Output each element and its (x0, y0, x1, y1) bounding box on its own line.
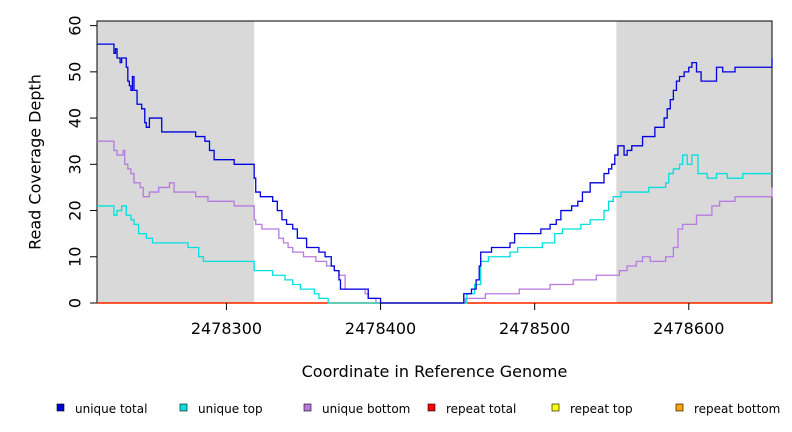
legend: unique total unique top unique bottom repea… (56, 402, 780, 416)
series-line-unique-top (97, 154, 772, 304)
y-tick-label: 10 (66, 247, 85, 267)
legend-swatch-repeat-total (427, 403, 436, 412)
legend-label-unique-bottom: unique bottom (322, 402, 410, 416)
x-tick-label: 2478300 (191, 319, 262, 338)
x-tick-label: 2478500 (499, 319, 570, 338)
legend-swatch-unique-total (56, 403, 65, 412)
x-axis-title: Coordinate in Reference Genome (302, 362, 568, 381)
legend-swatch-unique-bottom (303, 403, 312, 412)
shaded-regions (97, 21, 772, 303)
x-axis: 2478300 2478400 2478500 2478600 (191, 303, 724, 338)
legend-swatch-repeat-top (551, 403, 560, 412)
shaded-region-2 (616, 21, 772, 303)
y-tick-label: 0 (66, 298, 85, 308)
legend-label-unique-top: unique top (198, 402, 263, 416)
y-tick-label: 50 (66, 62, 85, 82)
legend-label-repeat-total: repeat total (446, 402, 516, 416)
shaded-region-1 (97, 21, 255, 303)
series-line-unique-total (97, 43, 773, 304)
y-tick-label: 40 (66, 108, 85, 128)
series-layer (97, 43, 773, 304)
y-tick-label: 60 (66, 15, 85, 35)
legend-label-unique-total: unique total (75, 402, 147, 416)
legend-label-repeat-bottom: repeat bottom (694, 402, 780, 416)
legend-swatch-unique-top (179, 403, 188, 412)
y-axis-title: Read Coverage Depth (26, 74, 45, 250)
y-axis: 0 10 20 30 40 50 60 (66, 15, 97, 308)
legend-label-repeat-top: repeat top (570, 402, 633, 416)
y-tick-label: 30 (66, 154, 85, 174)
x-tick-label: 2478400 (345, 319, 416, 338)
legend-swatch-repeat-bottom (675, 403, 684, 412)
y-tick-label: 20 (66, 200, 85, 220)
x-tick-label: 2478600 (653, 319, 724, 338)
